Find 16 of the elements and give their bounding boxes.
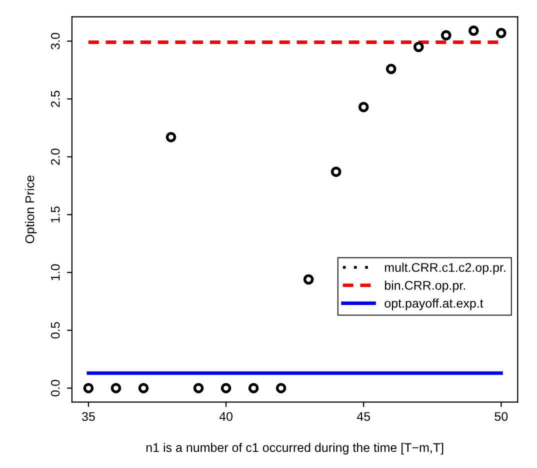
y-tick-label: 1.5	[51, 206, 60, 222]
legend-label: opt.payoff.at.exp.t	[384, 298, 484, 310]
x-tick-label: 50	[494, 412, 508, 421]
y-tick-label: 2.5	[50, 90, 60, 108]
legend-label: bin.CRR.op.pr.	[384, 280, 465, 292]
x-tick-label: 35	[82, 412, 95, 421]
y-tick-label: 2.0	[50, 148, 60, 165]
y-axis-title: Option Price	[25, 176, 37, 244]
legend-label: mult.CRR.c1.c2.op.pr.	[384, 262, 506, 274]
x-tick-label: 40	[219, 412, 232, 421]
y-tick-label: 3.0	[50, 32, 60, 50]
x-axis-title: n1 is a number of c1 occurred during the time [T−m,T]	[146, 442, 444, 454]
y-tick-label: 1.0	[50, 264, 60, 280]
y-tick-label: 0.5	[50, 322, 60, 338]
y-tick-label: 0.0	[50, 380, 60, 396]
x-tick-label: 45	[356, 412, 370, 421]
